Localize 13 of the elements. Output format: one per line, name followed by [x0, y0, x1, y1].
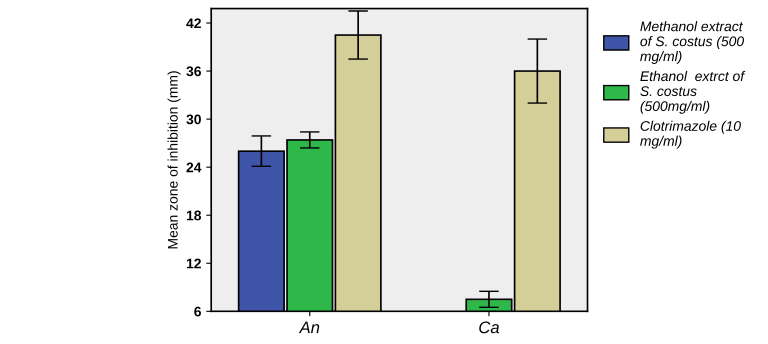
legend-label: Methanol extract of S. costus (500 mg/ml) [640, 21, 744, 64]
y-tick-label: 18 [186, 210, 202, 220]
y-tick-label: 24 [186, 162, 202, 172]
x-tick-label: Ca [479, 321, 500, 334]
y-tick-label: 6 [194, 306, 201, 316]
x-tick-label: An [298, 322, 320, 334]
y-tick-label: 36 [186, 66, 201, 76]
legend-label: Clotrimazole (10 mg/ml) [640, 120, 741, 149]
legend-label: Ethanol extrct of S. costus (500mg/ml) [640, 70, 746, 114]
y-axis-title: Mean zone of inhibition (mm) [168, 71, 180, 248]
y-tick-label: 12 [186, 258, 201, 268]
y-tick-label: 30 [186, 114, 201, 124]
y-tick-label: 42 [186, 18, 201, 28]
